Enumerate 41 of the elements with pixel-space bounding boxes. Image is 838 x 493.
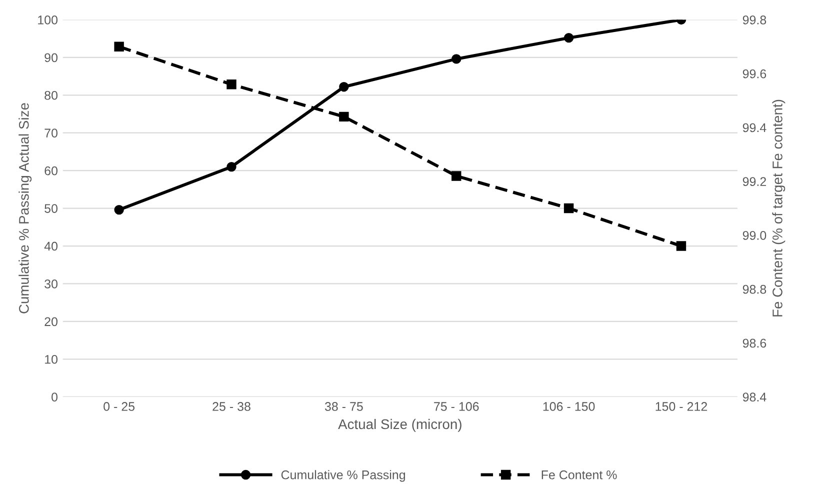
y2-tick-label: 98.8 xyxy=(742,284,766,294)
y2-tick-label: 99.2 xyxy=(742,177,766,186)
point xyxy=(339,82,349,92)
point xyxy=(114,42,124,52)
point xyxy=(226,80,236,90)
point xyxy=(226,162,236,172)
legend-label: Cumulative % Passing xyxy=(281,470,406,482)
y-tick-label: 100 xyxy=(38,16,58,24)
y-tick-label: 20 xyxy=(44,317,58,326)
y-tick-label: 70 xyxy=(44,128,58,138)
point xyxy=(564,32,574,43)
x-tick-label: 106 - 150 xyxy=(543,402,595,411)
y-tick-label: 40 xyxy=(44,242,58,251)
y2-tick-label: 99.4 xyxy=(742,123,766,132)
y-axis-title: Cumulative % Passing Actual Size xyxy=(18,103,32,314)
point xyxy=(564,203,574,214)
y-tick-label: 10 xyxy=(45,354,58,364)
point xyxy=(114,204,124,215)
y-tick-label: 50 xyxy=(44,204,58,213)
x-tick-label: 75 - 106 xyxy=(434,402,479,411)
point xyxy=(676,241,686,251)
y-tick-label: 80 xyxy=(44,90,58,100)
y-tick-label: 0 xyxy=(52,392,58,402)
x-tick-label: 0 - 25 xyxy=(104,402,135,411)
x-axis-title: Actual Size (micron) xyxy=(338,418,462,432)
y2-tick-label: 98.4 xyxy=(742,392,766,402)
x-tick-label: 150 - 212 xyxy=(656,402,708,411)
y2-tick-label: 99.6 xyxy=(742,69,766,78)
y2-axis-title: Fe Content (% of target Fe content) xyxy=(772,100,786,316)
x-tick-label: 25 - 38 xyxy=(212,402,250,411)
point xyxy=(339,112,349,122)
point xyxy=(452,54,462,64)
y2-tick-label: 99.8 xyxy=(742,16,766,24)
point xyxy=(452,171,462,181)
y-tick-label: 60 xyxy=(44,166,58,176)
y2-tick-label: 99.0 xyxy=(742,231,766,240)
legend-label: Fe Content % xyxy=(542,470,617,480)
y-tick-label: 30 xyxy=(44,280,58,288)
y-tick-label: 90 xyxy=(44,53,58,62)
x-tick-label: 38 - 75 xyxy=(324,402,363,411)
y2-tick-label: 98.6 xyxy=(742,338,766,348)
